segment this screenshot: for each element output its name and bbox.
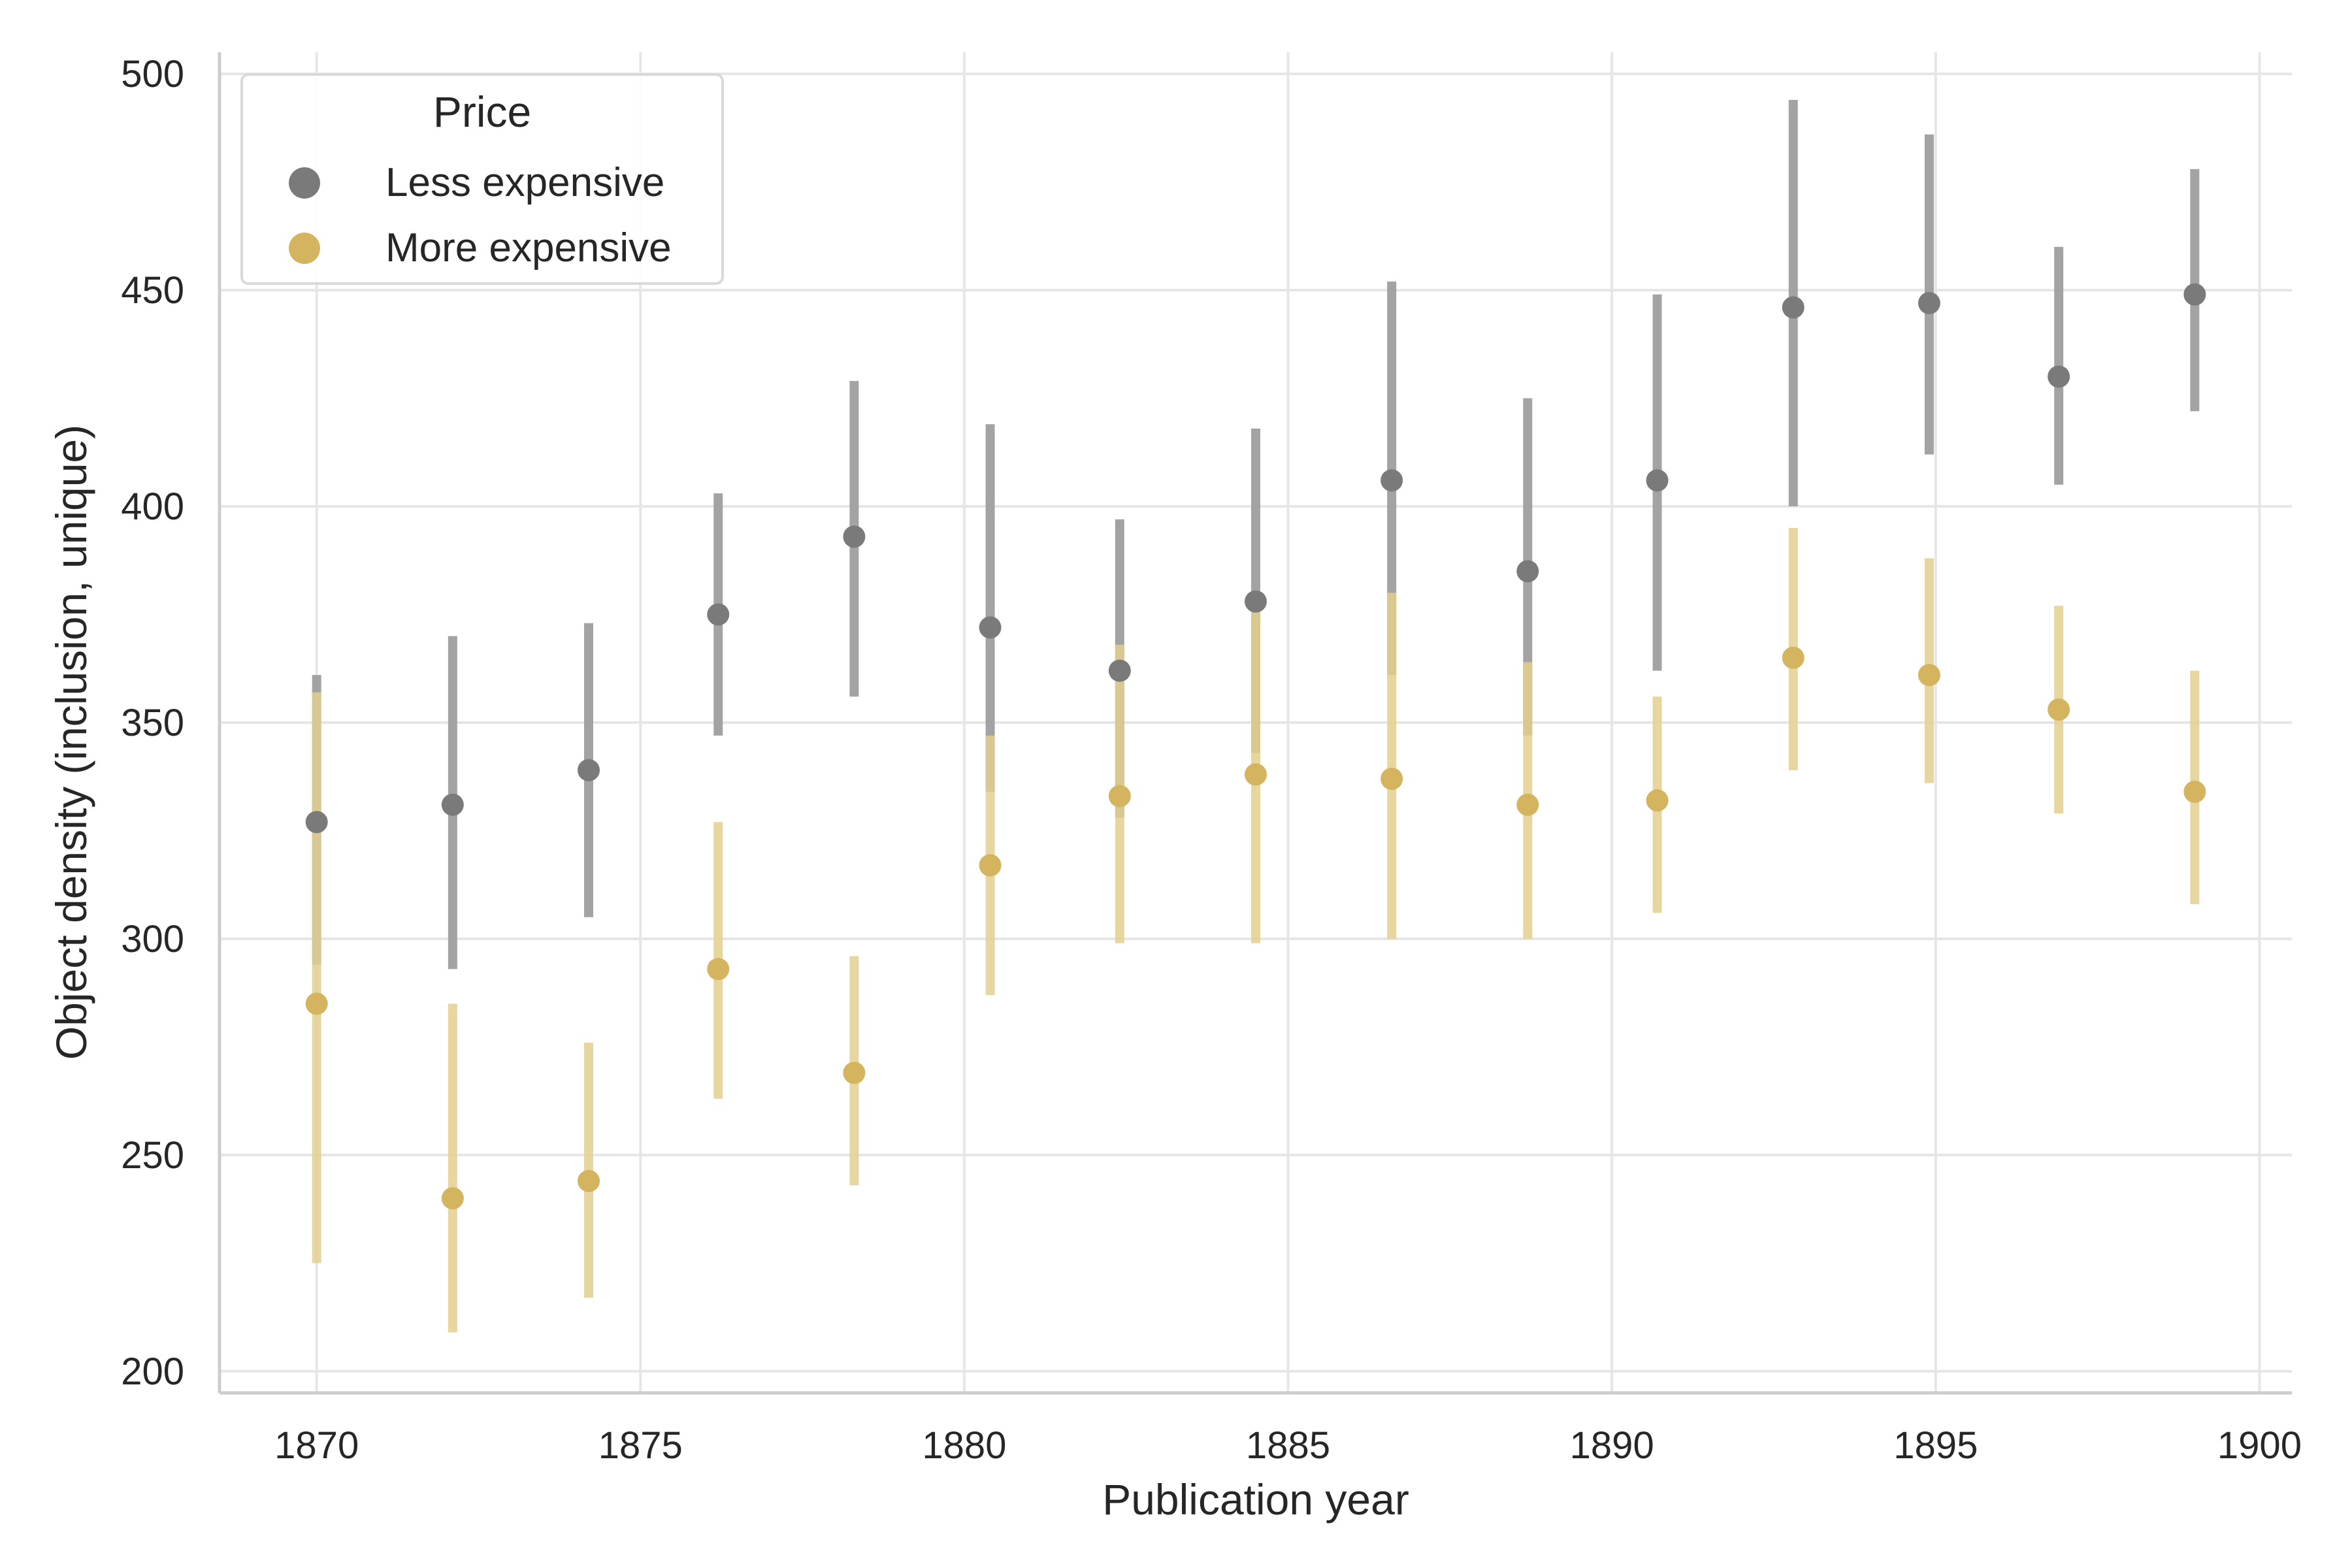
x-axis-title: Publication year <box>1102 1475 1409 1524</box>
point-more-expensive-2 <box>578 1169 600 1192</box>
point-more-expensive-8 <box>1380 768 1403 791</box>
point-less-expensive-1 <box>441 793 464 816</box>
x-tick-label-1890: 1890 <box>1570 1424 1654 1467</box>
point-less-expensive-5 <box>979 616 1002 639</box>
point-more-expensive-13 <box>2048 698 2070 721</box>
point-more-expensive-9 <box>1516 793 1539 816</box>
point-less-expensive-6 <box>1108 659 1131 682</box>
x-tick-label-1870: 1870 <box>274 1424 359 1467</box>
point-more-expensive-5 <box>979 854 1002 877</box>
point-less-expensive-4 <box>843 525 866 548</box>
x-tick-label-1895: 1895 <box>1893 1424 1978 1467</box>
point-more-expensive-0 <box>305 992 328 1015</box>
point-less-expensive-13 <box>2048 365 2070 388</box>
point-more-expensive-4 <box>843 1062 866 1085</box>
point-less-expensive-14 <box>2183 283 2206 306</box>
point-less-expensive-0 <box>305 811 328 834</box>
point-less-expensive-10 <box>1646 469 1669 492</box>
legend-label-more-expensive: More expensive <box>385 225 672 270</box>
point-less-expensive-3 <box>707 603 730 626</box>
point-more-expensive-1 <box>441 1187 464 1210</box>
y-tick-label-300: 300 <box>121 918 184 960</box>
point-more-expensive-10 <box>1646 789 1669 812</box>
point-more-expensive-7 <box>1245 763 1267 786</box>
grid <box>220 52 2292 1393</box>
point-less-expensive-9 <box>1516 560 1539 583</box>
x-tick-label-1880: 1880 <box>922 1424 1006 1467</box>
point-less-expensive-8 <box>1380 469 1403 492</box>
y-tick-label-350: 350 <box>121 702 184 744</box>
point-more-expensive-11 <box>1782 646 1805 669</box>
data-points <box>305 283 2206 1210</box>
legend-box <box>240 73 724 285</box>
y-tick-label-200: 200 <box>121 1350 184 1393</box>
legend-marker-more-expensive <box>289 233 320 264</box>
x-tick-label-1885: 1885 <box>1246 1424 1330 1467</box>
point-less-expensive-7 <box>1245 590 1267 613</box>
x-tick-label-1875: 1875 <box>598 1424 683 1467</box>
x-tick-label-1900: 1900 <box>2217 1424 2302 1467</box>
point-more-expensive-6 <box>1108 785 1131 808</box>
axes <box>218 52 2292 1395</box>
point-less-expensive-11 <box>1782 296 1805 319</box>
legend: Price Less expensive More expensive <box>240 73 724 285</box>
y-tick-label-250: 250 <box>121 1134 184 1177</box>
y-tick-label-450: 450 <box>121 269 184 312</box>
point-less-expensive-12 <box>1918 291 1940 314</box>
point-more-expensive-3 <box>707 958 730 981</box>
tick-labels: 1870 1875 1880 1885 1890 1895 1900 200 250 300 350… <box>121 53 2302 1467</box>
y-axis-title: Object density (inclusion, unique) <box>47 425 95 1060</box>
y-tick-label-500: 500 <box>121 53 184 95</box>
legend-title: Price <box>433 88 531 136</box>
point-more-expensive-12 <box>1918 664 1940 687</box>
legend-marker-less-expensive <box>289 167 320 199</box>
point-less-expensive-2 <box>578 759 600 781</box>
y-tick-label-400: 400 <box>121 485 184 528</box>
point-more-expensive-14 <box>2183 780 2206 803</box>
legend-label-less-expensive: Less expensive <box>385 160 664 205</box>
